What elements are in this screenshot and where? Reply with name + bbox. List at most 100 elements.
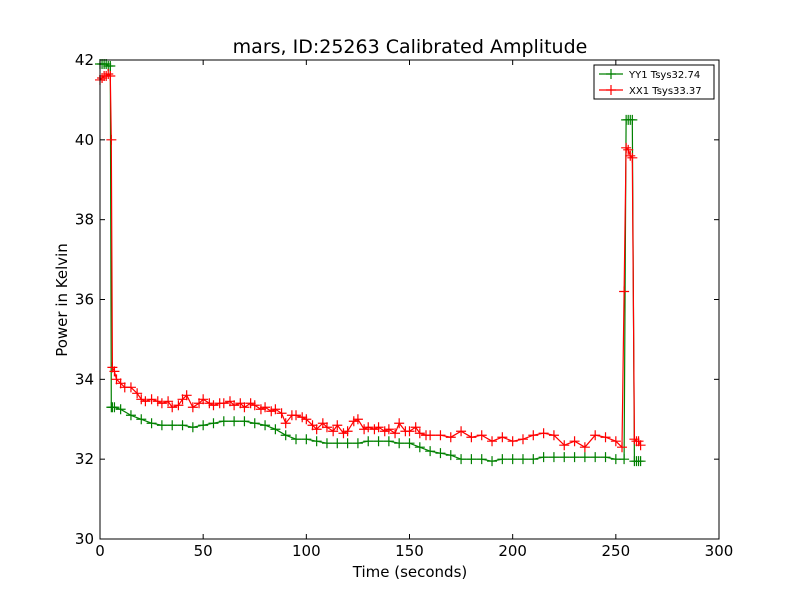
- data-point: [348, 416, 359, 427]
- data-point: [187, 422, 198, 433]
- data-point: [187, 402, 198, 413]
- data-point: [266, 406, 277, 417]
- data-point: [321, 422, 332, 433]
- data-point: [321, 438, 332, 449]
- data-point: [569, 452, 580, 463]
- data-point: [218, 416, 229, 427]
- data-point: [629, 434, 640, 445]
- data-point: [517, 454, 528, 465]
- data-point: [125, 382, 136, 393]
- data-point: [235, 398, 246, 409]
- data-point: [132, 388, 143, 399]
- data-point: [548, 452, 559, 463]
- data-point: [363, 422, 374, 433]
- x-tick-label: 300: [705, 542, 734, 560]
- data-point: [425, 446, 436, 457]
- data-point: [301, 414, 312, 425]
- data-point: [476, 454, 487, 465]
- x-tick-label: 150: [395, 542, 424, 560]
- data-point: [328, 426, 339, 437]
- legend-item-0: YY1 Tsys32.74: [599, 69, 700, 81]
- data-point: [579, 452, 590, 463]
- data-point: [373, 436, 384, 447]
- data-point: [229, 400, 240, 411]
- data-point: [352, 438, 363, 449]
- y-tick-label: 34: [75, 370, 94, 388]
- data-point: [311, 436, 322, 447]
- data-point: [311, 424, 322, 435]
- data-point: [317, 418, 328, 429]
- data-point: [101, 58, 112, 69]
- data-point: [369, 424, 380, 435]
- data-point: [280, 418, 291, 429]
- data-point: [163, 396, 174, 407]
- y-tick-label: 32: [75, 450, 94, 468]
- data-point: [487, 456, 498, 467]
- data-point: [352, 414, 363, 425]
- data-point: [260, 420, 271, 431]
- data-point: [177, 394, 188, 405]
- data-point: [394, 438, 405, 449]
- data-point: [125, 410, 136, 421]
- series-layer: [95, 58, 646, 467]
- data-point: [528, 430, 539, 441]
- data-point: [218, 398, 229, 409]
- data-point: [297, 412, 308, 423]
- data-point: [109, 402, 120, 413]
- data-point: [538, 452, 549, 463]
- data-point: [103, 68, 114, 79]
- data-point: [332, 420, 343, 431]
- data-point: [404, 438, 415, 449]
- x-tick-label: 100: [292, 542, 321, 560]
- data-point: [307, 420, 318, 431]
- data-point: [140, 396, 151, 407]
- data-point: [359, 424, 370, 435]
- data-point: [260, 402, 271, 413]
- data-point: [466, 432, 477, 443]
- data-point: [507, 454, 518, 465]
- data-point: [136, 414, 147, 425]
- data-point: [208, 418, 219, 429]
- data-point: [146, 394, 157, 405]
- data-point: [617, 442, 628, 453]
- x-tick-label: 200: [498, 542, 527, 560]
- data-point: [270, 404, 281, 415]
- data-point: [456, 454, 467, 465]
- data-point: [115, 404, 126, 415]
- data-point: [590, 430, 601, 441]
- data-point: [245, 398, 256, 409]
- data-point: [435, 430, 446, 441]
- data-point: [414, 442, 425, 453]
- data-point: [410, 422, 421, 433]
- data-point: [115, 378, 126, 389]
- legend-label: YY1 Tsys32.74: [628, 70, 700, 81]
- legend-marker: [606, 69, 616, 79]
- data-point: [229, 416, 240, 427]
- data-point: [559, 440, 570, 451]
- data-point: [276, 408, 287, 419]
- x-tick-label: 50: [194, 542, 213, 560]
- data-point: [249, 400, 260, 411]
- data-point: [394, 418, 405, 429]
- data-point: [224, 396, 235, 407]
- data-point: [167, 420, 178, 431]
- data-point: [600, 432, 611, 443]
- legend-item-1: XX1 Tsys33.37: [599, 85, 702, 97]
- data-point: [156, 398, 167, 409]
- data-point: [255, 404, 266, 415]
- data-point: [146, 418, 157, 429]
- data-point: [487, 436, 498, 447]
- legend-marker: [606, 85, 616, 95]
- data-point: [425, 430, 436, 441]
- data-point: [152, 396, 163, 407]
- data-point: [627, 114, 638, 125]
- data-point: [249, 418, 260, 429]
- data-point: [136, 394, 147, 405]
- data-point: [208, 400, 219, 411]
- data-point: [239, 402, 250, 413]
- data-point: [445, 450, 456, 461]
- data-point: [107, 362, 118, 373]
- data-point: [173, 400, 184, 411]
- data-point: [635, 440, 646, 451]
